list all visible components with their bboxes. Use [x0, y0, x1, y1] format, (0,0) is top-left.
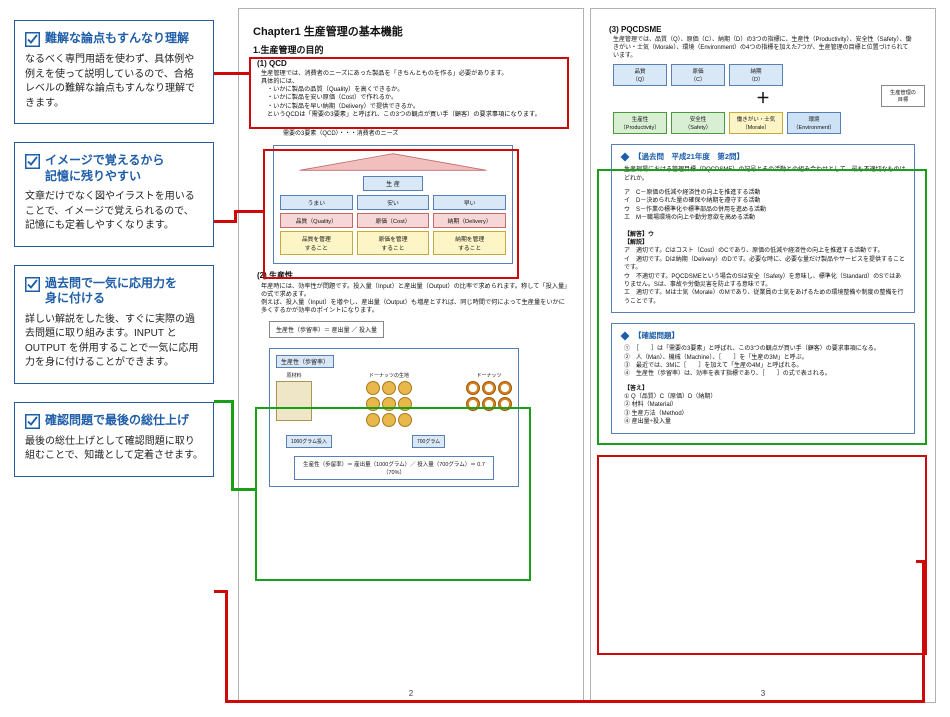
document-pages: Chapter1 生産管理の基本機能 1.生産管理の目的 (1) QCD 生産管… [238, 8, 936, 703]
page-3: (3) PQCDSME 生産管理では、品質（Q）、原価（C）、納期（D）の3つの… [590, 8, 936, 703]
callout-3: 過去問で一気に応用力を 身に付ける 詳しい解説をした後、すぐに実際の過去問題に取… [14, 265, 214, 384]
plus-icon: ＋ [605, 88, 921, 108]
dough-label: ドーナッツの生地 [366, 372, 412, 379]
connector-red-2a [214, 220, 236, 223]
pq-cell: 安全性 （Safety） [671, 112, 725, 134]
callout-1: 難解な論点もすんなり理解 なるべく専門用語を使わず、具体例や例えを使って説明して… [14, 20, 214, 124]
donut-title: 生産性（歩留率） [276, 355, 334, 368]
pq-intro: 生産管理では、品質（Q）、原価（C）、納期（D）の3つの指標に、生産性（Prod… [613, 36, 913, 60]
callout-4: 確認問題で最後の総仕上げ 最後の総仕上げとして確認問題に取り組むことで、知識とし… [14, 402, 214, 477]
donuts-label: ドーナッツ [466, 372, 512, 379]
pq-cell: 品質 （Q） [613, 64, 667, 86]
connector-green-b [231, 400, 234, 490]
pq-row2: 生産性 （Productivity） 安全性 （Safety） 働きがい・士気 … [613, 112, 921, 134]
page-number: 2 [409, 689, 413, 698]
check-icon [25, 277, 40, 292]
callout-title: 難解な論点もすんなり理解 [45, 31, 189, 47]
connector-red-1 [214, 72, 250, 75]
highlight-green-pastq [597, 169, 927, 445]
pastq-header: 【過去問 平成21年度 第2問】 [634, 151, 744, 162]
pq-cell: 生産性 （Productivity） [613, 112, 667, 134]
callout-title: 過去問で一気に応用力を 身に付ける [45, 276, 177, 307]
pq-cell: 納期 （D） [729, 64, 783, 86]
connector-red-4c [225, 700, 925, 703]
section-title: 1.生産管理の目的 [253, 43, 569, 56]
highlight-green-donut [255, 407, 531, 581]
pq-cell: 原価 （C） [671, 64, 725, 86]
callout-title: 確認問題で最後の総仕上げ [45, 413, 189, 429]
callout-2: イメージで覚えるから 記憶に残りやすい 文章だけでなく図やイラストを用いることで… [14, 142, 214, 247]
page-number: 3 [761, 689, 765, 698]
pq-cell: 働きがい・士気 （Morale） [729, 112, 783, 134]
pq-cell: 環境 （Environment） [787, 112, 841, 134]
subsection-pqcdsme: (3) PQCDSME [609, 25, 921, 34]
callout-title: イメージで覚えるから 記憶に残りやすい [45, 153, 164, 184]
callout-body: 詳しい解説をした後、すぐに実際の過去問題に取り組みます。INPUT と OUTP… [25, 313, 203, 371]
connector-red-4b [225, 590, 228, 702]
target-box: 生産管理の 目標 [881, 85, 925, 107]
check-icon [25, 32, 40, 47]
callouts-column: 難解な論点もすんなり理解 なるべく専門用語を使わず、具体例や例えを使って説明して… [14, 20, 214, 477]
check-icon [25, 154, 40, 169]
connector-green-c [231, 488, 255, 491]
highlight-red-qcddiagram [263, 149, 519, 279]
callout-body: 最後の総仕上げとして確認問題に取り組むことで、知識として定着させます。 [25, 435, 203, 464]
highlight-red-qcd [249, 57, 569, 129]
check-icon [25, 414, 40, 429]
prod-text: 年産時には、効率性が問題です。投入量（Input）と産出量（Output）の比率… [261, 283, 569, 315]
connector-red-4e [916, 560, 925, 563]
pq-row1: 品質 （Q） 原価 （C） 納期 （D） [613, 64, 921, 86]
flour-label: 原材料 [276, 372, 312, 379]
connector-red-2c [234, 210, 264, 213]
formula-1: 生産性（歩留率）＝ 産出量 ／ 投入量 [269, 321, 384, 338]
callout-body: なるべく専門用語を使わず、具体例や例えを使って説明しているので、合格レベルの難解… [25, 53, 203, 111]
connector-red-4d [922, 560, 925, 703]
diamond-icon [620, 152, 630, 162]
chapter-title: Chapter1 生産管理の基本機能 [253, 23, 569, 39]
page-2: Chapter1 生産管理の基本機能 1.生産管理の目的 (1) QCD 生産管… [238, 8, 584, 703]
callout-body: 文章だけでなく図やイラストを用いることで、イメージで覚えられるので、記憶にも定着… [25, 190, 203, 234]
highlight-red-confirm [597, 455, 927, 655]
